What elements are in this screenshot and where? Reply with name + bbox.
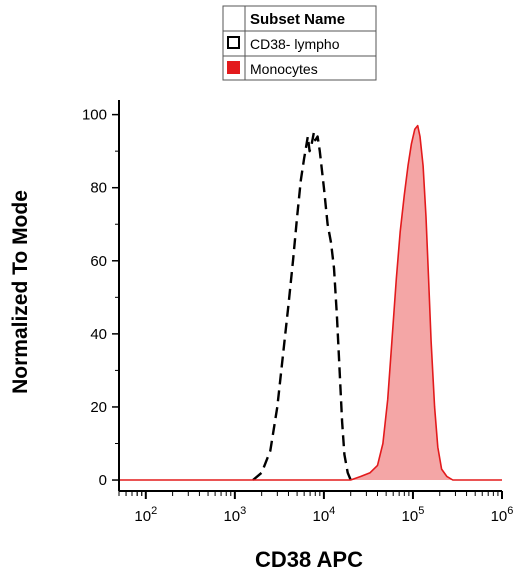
axes: 0 20 40 60 80 100 102 103 104 105 106 [82,100,513,525]
y-tick-label-100: 100 [82,107,107,124]
legend-header: Subset Name [250,11,345,28]
series-layer [119,124,502,481]
y-tick-label-60: 60 [90,253,107,270]
x-tick-label-1e6: 106 [491,505,514,525]
y-tick-label-80: 80 [90,180,107,197]
legend-swatch-monocytes [227,61,240,74]
series-line-cd38-lympho [252,131,352,481]
y-axis-title: Normalized To Mode [9,190,32,394]
series-line-monocytes [119,124,502,481]
legend: Subset Name CD38- lympho Monocytes [222,5,377,81]
x-tick-label-1e2: 102 [134,505,157,525]
series-fill-monocytes [119,125,502,480]
y-tick-label-0: 0 [99,472,107,489]
legend-entry-monocytes: Monocytes [250,61,318,77]
y-tick-label-20: 20 [90,399,107,416]
x-tick-label-1e3: 103 [223,505,246,525]
x-tick-label-1e4: 104 [312,505,335,525]
y-tick-label-40: 40 [90,326,107,343]
legend-entry-cd38-lympho: CD38- lympho [250,36,340,52]
x-axis-title: CD38 APC [255,547,363,572]
x-tick-label-1e5: 105 [402,505,425,525]
legend-swatch-cd38-lympho [227,36,240,49]
